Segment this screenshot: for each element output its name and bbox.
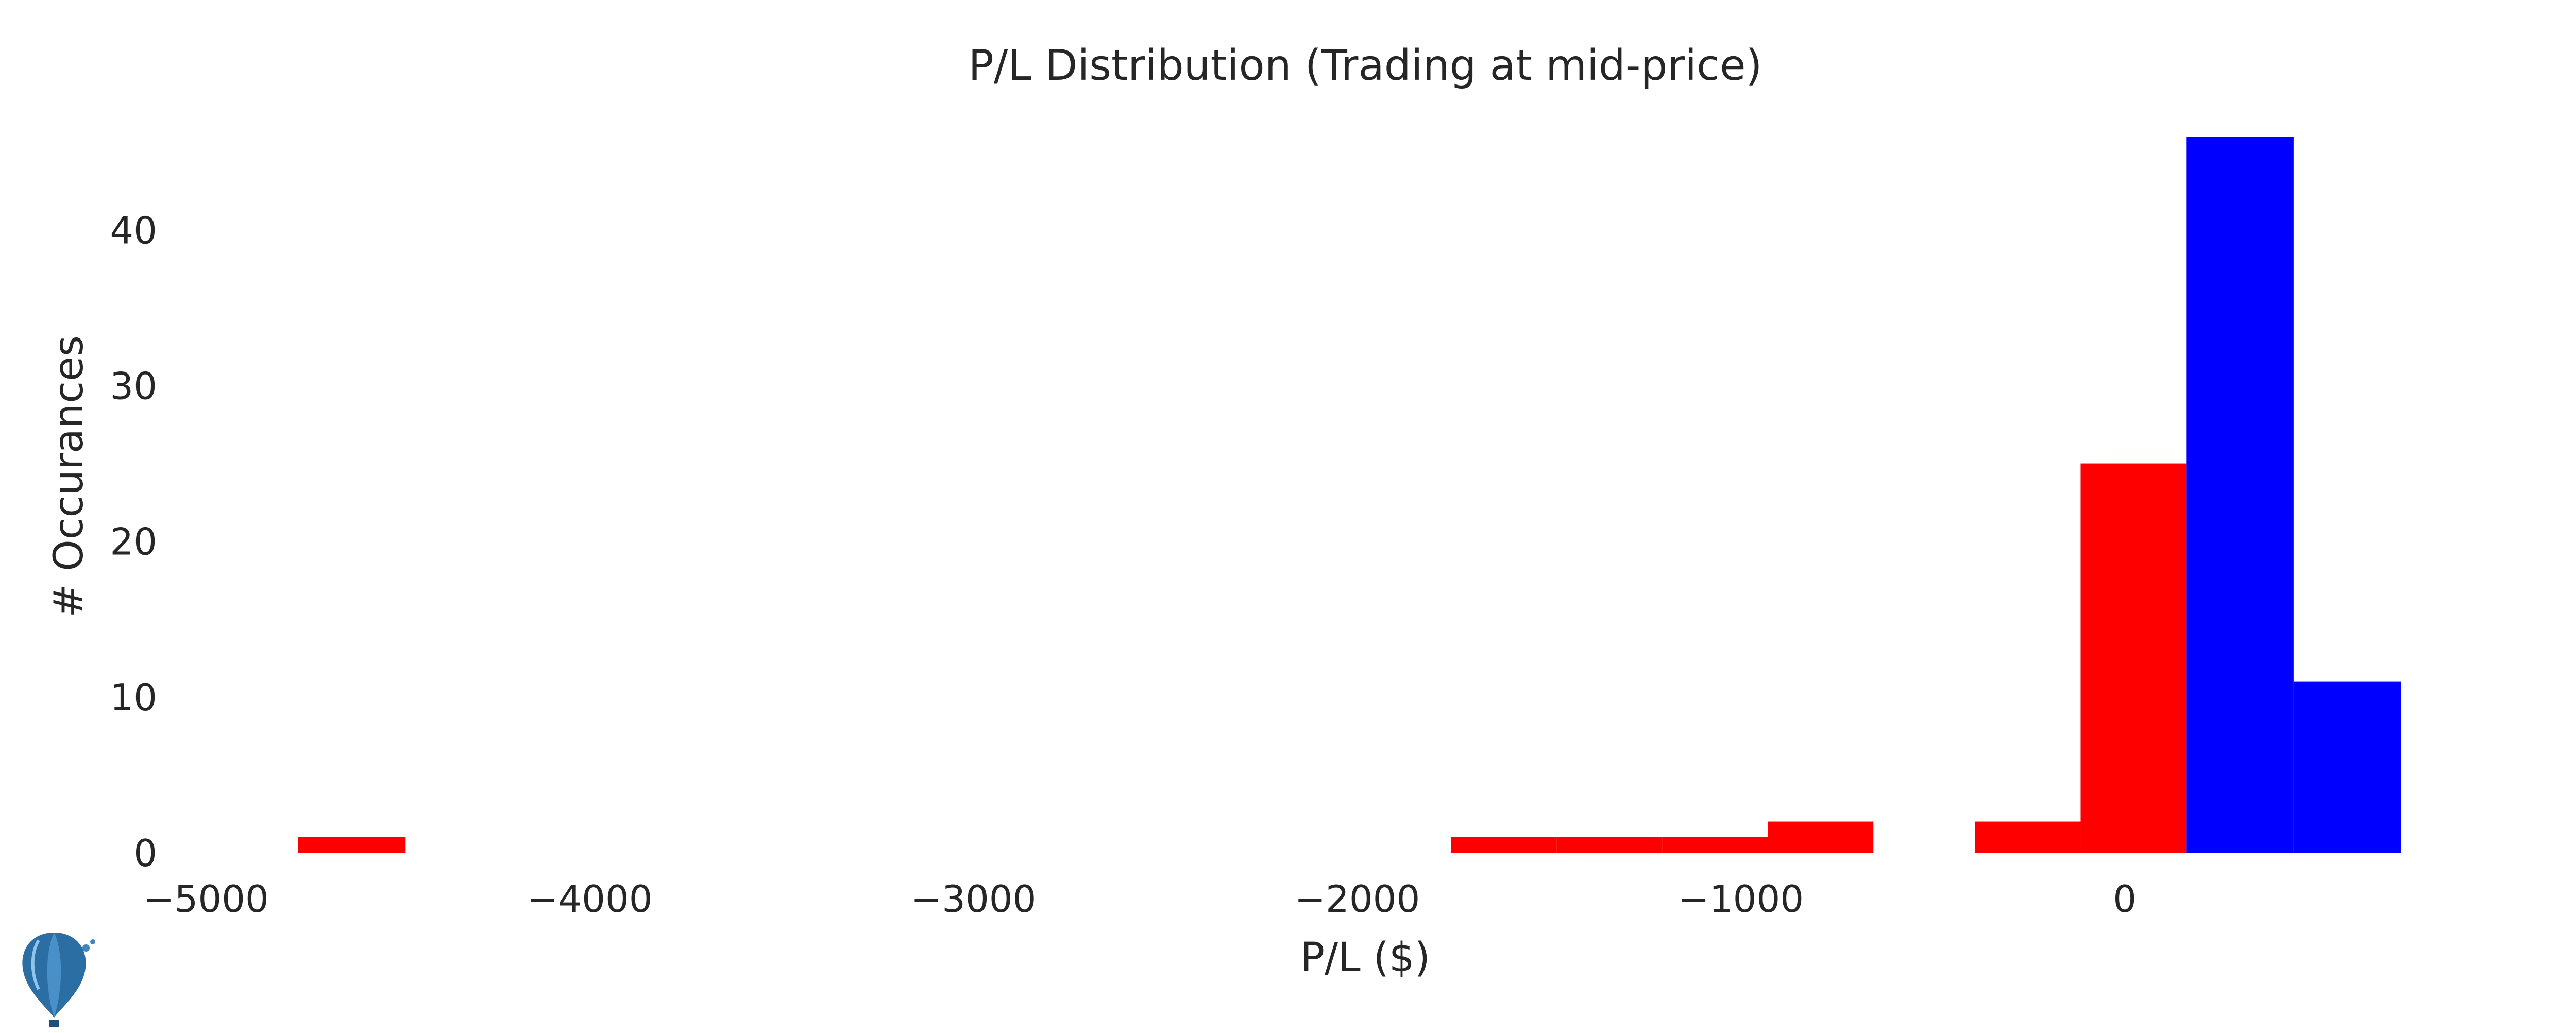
x-axis-label: P/L ($) — [1300, 935, 1430, 981]
x-axis-ticks: −5000 −4000 −3000 −2000 −1000 0 — [143, 877, 2137, 921]
histogram-bar-loss-5 — [1975, 821, 2081, 853]
x-tick-label: −1000 — [1679, 877, 1804, 921]
balloon-logo-icon — [22, 933, 95, 1027]
y-axis-label: # Occurances — [46, 335, 92, 618]
x-tick-label: −3000 — [911, 877, 1037, 921]
histogram-bar-profit-0 — [2186, 137, 2294, 853]
y-tick-label: 30 — [110, 364, 157, 408]
x-tick-label: 0 — [2113, 877, 2137, 921]
histogram-bar-loss-6 — [2080, 463, 2187, 853]
histogram-bar-loss-4 — [1768, 821, 1874, 853]
chart-title: P/L Distribution (Trading at mid-price) — [968, 41, 1762, 90]
histogram-bar-loss-1 — [1451, 837, 1557, 853]
histogram-bar-loss-3 — [1662, 837, 1768, 853]
y-tick-label: 0 — [133, 832, 157, 875]
histogram-bar-profit-1 — [2293, 681, 2401, 853]
y-tick-label: 40 — [110, 209, 157, 252]
y-tick-label: 10 — [110, 676, 157, 719]
x-tick-label: −4000 — [527, 877, 653, 921]
y-axis-ticks: 0 10 20 30 40 — [110, 209, 157, 875]
histogram-bar-loss-2 — [1556, 837, 1663, 853]
histogram-bars — [298, 137, 2401, 853]
histogram-bar-loss-0 — [298, 837, 406, 853]
x-tick-label: −5000 — [143, 877, 269, 921]
y-tick-label: 20 — [110, 520, 157, 564]
x-tick-label: −2000 — [1295, 877, 1420, 921]
